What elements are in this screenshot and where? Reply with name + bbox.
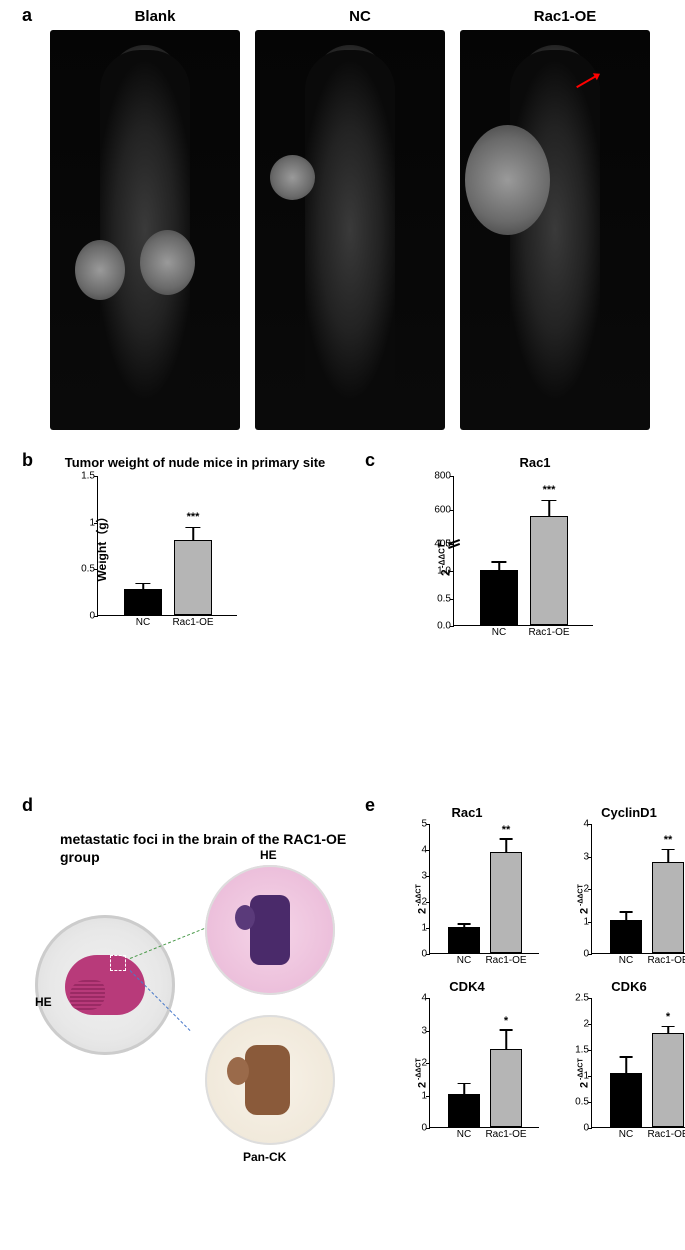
bar-NC bbox=[448, 927, 480, 953]
mri-rac1oe bbox=[460, 30, 650, 430]
svg-text:2: 2 bbox=[417, 907, 429, 913]
bar-NC bbox=[448, 1094, 480, 1127]
y-axis-label: 2 -ΔΔCT bbox=[576, 864, 595, 914]
chart-title: CyclinD1 bbox=[557, 805, 685, 820]
bar-Rac1-OE: *** bbox=[530, 516, 568, 626]
svg-text:-ΔΔCT: -ΔΔCT bbox=[578, 1057, 585, 1079]
panel-e-grid: Rac10123452-ΔΔCTNC**Rac1-OECyclinD101234… bbox=[395, 805, 685, 1128]
panel-e-label: e bbox=[365, 795, 375, 816]
svg-text:2: 2 bbox=[439, 569, 453, 576]
col-blank: Blank bbox=[105, 8, 205, 25]
col-nc: NC bbox=[310, 8, 410, 25]
svg-text:2: 2 bbox=[579, 907, 591, 913]
col-rac1oe: Rac1-OE bbox=[505, 8, 625, 25]
mri-row bbox=[50, 30, 650, 430]
panel-c-label: c bbox=[365, 450, 375, 471]
bar-NC bbox=[480, 570, 518, 625]
mri-nc bbox=[255, 30, 445, 430]
histology-panel: metastatic foci in the brain of the RAC1… bbox=[25, 830, 355, 881]
panel-b-label: b bbox=[22, 450, 33, 471]
svg-text:2: 2 bbox=[417, 1081, 429, 1087]
y-axis-label: Weight（g） bbox=[93, 510, 110, 581]
chart-title: CDK4 bbox=[395, 979, 539, 994]
svg-text:-ΔΔCT: -ΔΔCT bbox=[416, 883, 423, 905]
y-axis-label: 2-ΔΔCT bbox=[438, 526, 457, 576]
he-label-large: HE bbox=[35, 995, 52, 1009]
brain-he-whole bbox=[35, 915, 175, 1055]
panel-d-title: metastatic foci in the brain of the RAC1… bbox=[60, 830, 355, 866]
chart-title: Rac1 bbox=[395, 805, 539, 820]
chart-cdk6: CDK600.511.522.52-ΔΔCTNC*Rac1-OE bbox=[557, 979, 685, 1128]
svg-text:-ΔΔCT: -ΔΔCT bbox=[578, 883, 585, 905]
bar-NC bbox=[610, 1073, 642, 1127]
chart-title: Tumor weight of nude mice in primary sit… bbox=[55, 455, 335, 470]
svg-text:2: 2 bbox=[579, 1081, 591, 1087]
bar-Rac1-OE: * bbox=[652, 1033, 684, 1127]
bar-Rac1-OE: * bbox=[490, 1049, 522, 1127]
bar-Rac1-OE: ** bbox=[490, 852, 522, 953]
bar-Rac1-OE: ** bbox=[652, 862, 684, 953]
bar-NC bbox=[124, 589, 162, 615]
chart-title: Rac1 bbox=[405, 455, 665, 470]
panck-inset bbox=[205, 1015, 335, 1145]
tumor-weight-chart: Tumor weight of nude mice in primary sit… bbox=[55, 455, 335, 616]
he-inset bbox=[205, 865, 335, 995]
rac1-expression-chart: Rac14006008000.00.51.01.52-ΔΔCTNC***Rac1… bbox=[405, 455, 665, 626]
y-axis-label: 2 -ΔΔCT bbox=[414, 864, 433, 914]
bar-NC bbox=[610, 920, 642, 953]
chart-cdk4: CDK4012342-ΔΔCTNC*Rac1-OE bbox=[395, 979, 539, 1128]
chart-rac1: Rac10123452-ΔΔCTNC**Rac1-OE bbox=[395, 805, 539, 954]
y-axis-label: 2 -ΔΔCT bbox=[576, 1038, 595, 1088]
svg-text:-ΔΔCT: -ΔΔCT bbox=[416, 1057, 423, 1079]
svg-text:-ΔΔCT: -ΔΔCT bbox=[438, 543, 447, 568]
y-axis-label: 2 -ΔΔCT bbox=[414, 1038, 433, 1088]
he-label-inset: HE bbox=[260, 848, 277, 862]
panel-a-label: a bbox=[22, 5, 32, 26]
panel-d-label: d bbox=[22, 795, 33, 816]
panck-label: Pan-CK bbox=[243, 1150, 286, 1164]
chart-cyclind1: CyclinD1012342-ΔΔCTNC**Rac1-OE bbox=[557, 805, 685, 954]
mri-blank bbox=[50, 30, 240, 430]
bar-Rac1-OE: *** bbox=[174, 540, 212, 615]
